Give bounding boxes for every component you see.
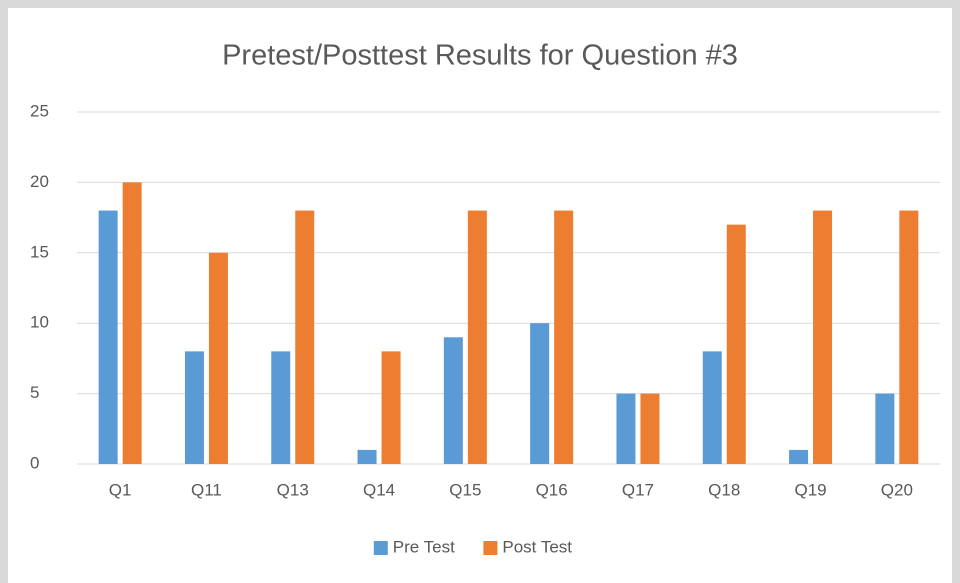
bar <box>899 210 919 464</box>
legend-swatch <box>483 541 498 555</box>
bar <box>271 351 291 464</box>
y-tick-label: 0 <box>30 453 39 472</box>
bar <box>295 210 315 464</box>
x-tick-label: Q19 <box>794 480 826 499</box>
bar <box>467 210 487 464</box>
x-tick-label: Q17 <box>622 480 654 499</box>
legend-label: Pre Test <box>393 537 455 556</box>
x-tick-label: Q15 <box>449 480 481 499</box>
bar <box>554 210 574 464</box>
chart-title: Pretest/Posttest Results for Question #3 <box>222 40 738 72</box>
bar <box>443 337 463 464</box>
y-tick-label: 5 <box>30 383 39 402</box>
legend-swatch <box>373 541 388 555</box>
y-tick-label: 20 <box>30 172 49 191</box>
x-tick-label: Q1 <box>109 480 132 499</box>
bar <box>813 210 833 464</box>
x-tick-label: Q20 <box>881 480 913 499</box>
y-tick-label: 25 <box>30 101 49 120</box>
bar <box>530 323 550 464</box>
bar <box>357 449 377 464</box>
bar <box>381 351 401 464</box>
bar <box>640 393 660 464</box>
bar <box>98 210 118 464</box>
bar <box>616 393 636 464</box>
x-tick-label: Q14 <box>363 480 395 499</box>
bar <box>702 351 722 464</box>
x-tick-label: Q18 <box>708 480 740 499</box>
x-tick-label: Q11 <box>191 480 222 499</box>
y-tick-label: 10 <box>30 313 49 332</box>
x-tick-label: Q16 <box>536 480 568 499</box>
bar <box>208 252 228 464</box>
bar <box>726 224 746 464</box>
x-tick-label: Q13 <box>277 480 309 499</box>
bar <box>789 449 809 464</box>
bar <box>184 351 204 464</box>
y-tick-label: 15 <box>30 242 49 261</box>
legend-label: Post Test <box>502 537 572 556</box>
bar <box>122 182 142 464</box>
bar <box>875 393 895 464</box>
